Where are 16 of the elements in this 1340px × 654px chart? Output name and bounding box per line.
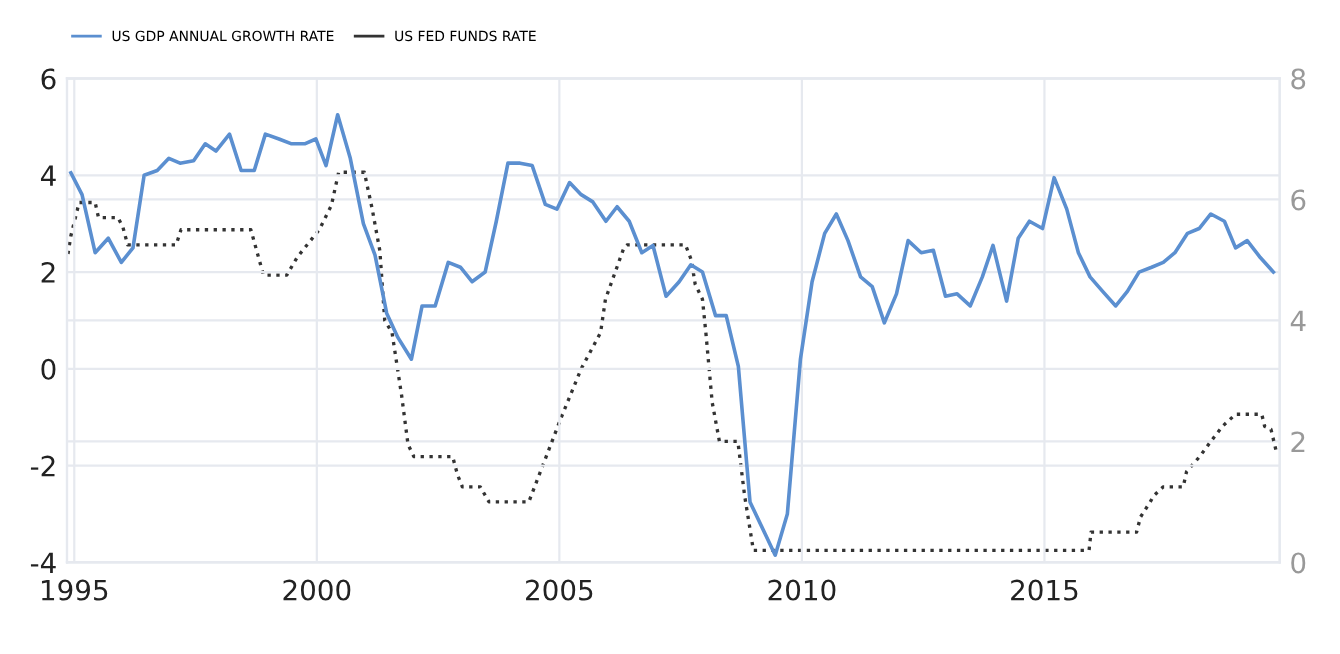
x-tick-label: 2000 — [283, 579, 351, 601]
x-tick-label: 1995 — [41, 579, 108, 601]
x-tick-label: 2015 — [1011, 579, 1078, 601]
y2-tick-label: 4 — [1290, 310, 1306, 332]
y2-tick-label: 6 — [1291, 189, 1306, 211]
y-tick-label: 6 — [41, 68, 56, 90]
y-tick-label: 2 — [41, 262, 55, 283]
x-tick-label: 2005 — [526, 579, 593, 601]
y-tick-label: 4 — [40, 165, 56, 186]
y2-tick-label: 2 — [1291, 431, 1305, 452]
y-tick-label: 0 — [41, 358, 56, 380]
y2-tick-label: 8 — [1291, 68, 1306, 90]
x-tick-label: 2010 — [768, 579, 836, 601]
y-tick-label: -4 — [30, 552, 56, 573]
y-tick-label: -2 — [30, 455, 55, 477]
y2-tick-label: 0 — [1291, 552, 1306, 574]
